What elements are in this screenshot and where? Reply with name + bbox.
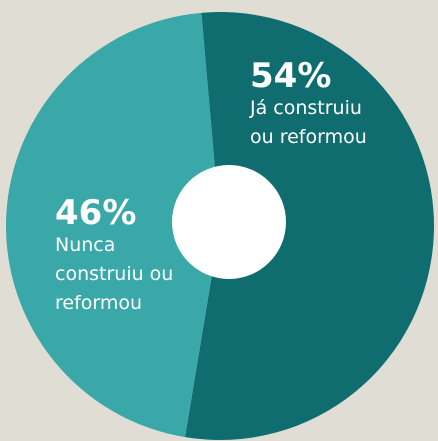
- donut-hole: [172, 165, 286, 279]
- value-label: 46%: [55, 193, 137, 233]
- pie-slice: [185, 12, 434, 440]
- value-label: 54%: [250, 56, 332, 96]
- slice-label: 46% Nunca construiu ou reformou: [55, 195, 215, 318]
- category-label: Já construiu ou reformou: [250, 97, 367, 148]
- slice-label: 54% Já construiu ou reformou: [250, 58, 410, 152]
- category-label: Nunca construiu ou reformou: [55, 234, 174, 314]
- pie-slice: [5, 12, 221, 438]
